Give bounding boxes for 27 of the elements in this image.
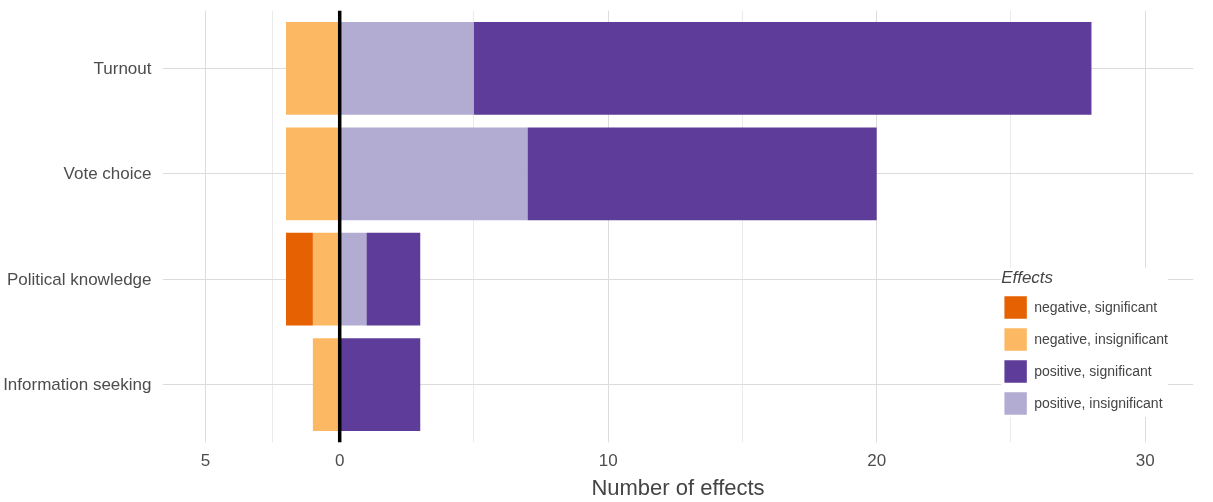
y-tick-label: Political knowledge: [6, 269, 152, 289]
bar: [286, 127, 340, 221]
legend-title: Effects: [1001, 268, 1055, 288]
x-tick-label: 5: [200, 450, 211, 470]
x-tick-label: 10: [598, 450, 618, 470]
bar: [473, 22, 1092, 115]
legend-label: negative, significant: [1034, 299, 1158, 315]
bar: [312, 232, 340, 326]
x-tick-label: 30: [1135, 450, 1155, 470]
bar: [286, 232, 313, 326]
x-tick-label: 0: [334, 450, 345, 470]
x-axis-title: Number of effects: [591, 474, 765, 500]
y-tick-label: Information seeking: [3, 375, 152, 395]
bar: [339, 232, 367, 326]
bar: [366, 232, 421, 326]
bar: [339, 22, 474, 115]
bar: [527, 127, 877, 221]
y-tick-label: Turnout: [93, 58, 152, 78]
legend-label: positive, significant: [1034, 363, 1152, 379]
y-tick-label: Vote choice: [63, 164, 152, 184]
bar: [312, 338, 340, 431]
bar: [286, 22, 340, 115]
legend-label: positive, insignificant: [1034, 395, 1163, 411]
bar: [339, 338, 421, 431]
legend-label: negative, insignificant: [1034, 331, 1168, 347]
x-tick-label: 20: [867, 450, 887, 470]
bar: [339, 127, 528, 221]
